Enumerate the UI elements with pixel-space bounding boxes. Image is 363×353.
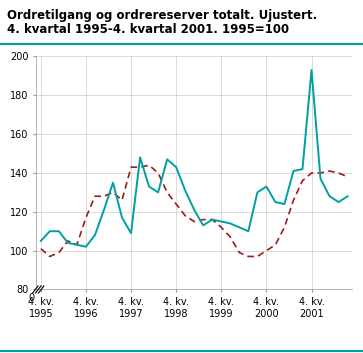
Text: Ordretilgang og ordrereserver totalt. Ujustert.: Ordretilgang og ordrereserver totalt. Uj…	[7, 9, 318, 22]
Text: 4. kvartal 1995-4. kvartal 2001. 1995=100: 4. kvartal 1995-4. kvartal 2001. 1995=10…	[7, 23, 289, 36]
Text: 0: 0	[28, 293, 34, 303]
